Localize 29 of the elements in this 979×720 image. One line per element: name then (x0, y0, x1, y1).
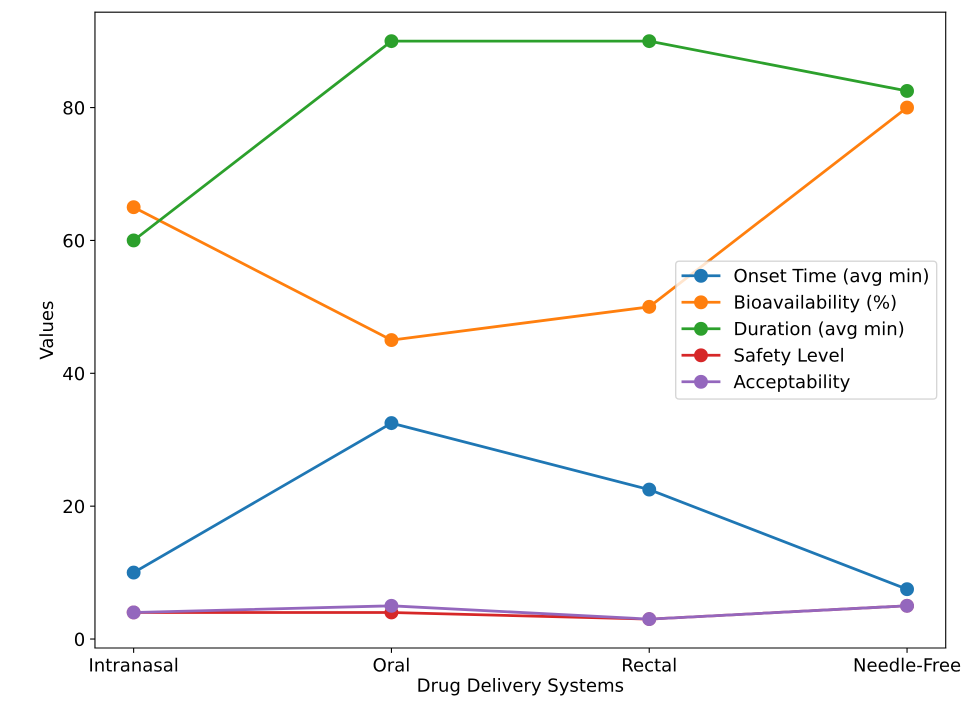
legend-label: Bioavailability (%) (735, 294, 896, 312)
point (900, 100, 914, 115)
y-axis-title: Values (39, 302, 54, 360)
point (642, 300, 656, 314)
legend-label: Duration (avg min) (735, 321, 904, 339)
point (126, 566, 141, 580)
point (384, 416, 398, 430)
x-axis-title: Drug Delivery Systems (418, 678, 624, 696)
legend-label: Onset Time (avg min) (734, 268, 928, 286)
y-tick-label: 40 (63, 366, 84, 380)
point (384, 34, 398, 48)
y-tick-label: 0 (74, 632, 84, 646)
x-tick-label: Intranasal (90, 658, 178, 672)
y-tick-label: 20 (64, 500, 84, 514)
point (384, 333, 398, 348)
point (900, 582, 914, 596)
legend-label: Safety Level (734, 348, 843, 366)
point (642, 482, 656, 497)
point (126, 200, 141, 214)
legend-label: Acceptability (734, 374, 850, 392)
x-tick-label: Oral (374, 658, 409, 672)
point (900, 84, 914, 98)
point (384, 598, 398, 613)
point (642, 34, 656, 48)
x-tick-label: Needle-Free (854, 658, 960, 672)
x-tick-label: Rectal (623, 658, 676, 672)
y-tick-label: 80 (63, 101, 84, 115)
y-tick-label: 60 (64, 234, 84, 248)
point (126, 233, 141, 248)
